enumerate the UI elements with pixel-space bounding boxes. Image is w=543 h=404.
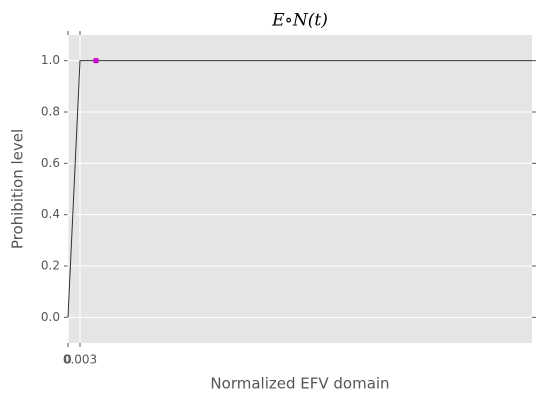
- chart-title: E∘N(t): [271, 11, 328, 31]
- x-tick-label: 0.003: [63, 353, 97, 367]
- y-tick-label: 0.2: [41, 259, 60, 273]
- y-tick-label: 0.6: [41, 156, 60, 170]
- y-axis-label: Prohibition level: [9, 129, 27, 249]
- line-series: [67, 60, 532, 318]
- point-marker: [93, 58, 99, 64]
- y-tick-label: 0.8: [41, 105, 60, 119]
- plot-area: [68, 35, 532, 343]
- x-axis-label: Normalized EFV domain: [210, 375, 389, 393]
- y-tick-label: 0.4: [41, 207, 60, 221]
- y-tick-label: 1.0: [41, 53, 60, 67]
- x-tick-label: 0: [64, 353, 72, 367]
- y-tick-label: 0.0: [41, 310, 60, 324]
